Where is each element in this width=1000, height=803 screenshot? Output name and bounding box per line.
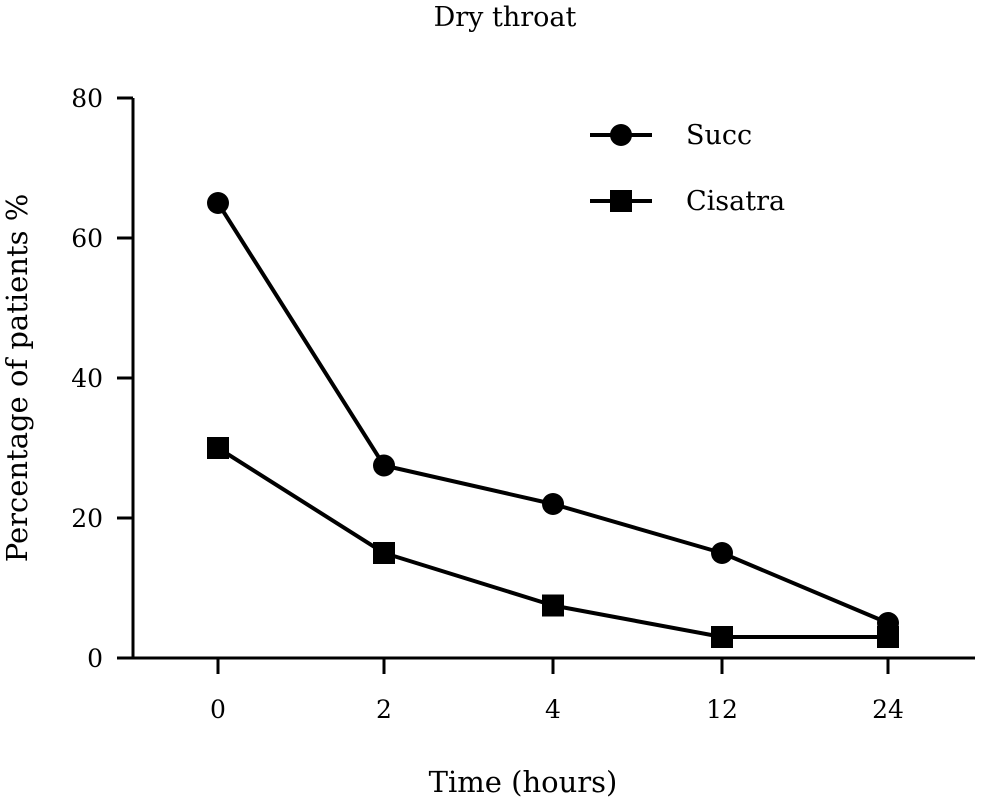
y-tick-label: 20 <box>71 504 103 533</box>
legend-label: Cisatra <box>686 186 785 217</box>
data-point-succ <box>542 493 564 515</box>
y-tick-label: 60 <box>71 224 103 253</box>
data-point-cisatra <box>711 626 733 648</box>
legend-item-succ: Succ <box>590 120 752 151</box>
series-succ <box>207 192 899 634</box>
x-tick-label: 0 <box>210 695 226 724</box>
data-point-succ <box>373 454 395 477</box>
y-tick-label: 40 <box>71 364 103 393</box>
chart-title: Dry throat <box>434 2 577 33</box>
x-tick-label: 4 <box>545 695 561 724</box>
data-point-cisatra <box>542 594 564 617</box>
y-axis-ticks: 0 20 40 60 80 <box>71 84 133 673</box>
legend-item-cisatra: Cisatra <box>590 186 785 217</box>
series-layer <box>207 192 899 648</box>
x-tick-label: 2 <box>376 695 392 724</box>
data-point-cisatra <box>373 542 395 564</box>
legend-label: Succ <box>686 120 752 151</box>
legend-marker-square <box>610 190 632 212</box>
y-tick-label: 0 <box>87 644 103 673</box>
series-line-succ <box>216 201 889 625</box>
x-tick-label: 12 <box>706 695 738 724</box>
series-cisatra <box>207 437 899 648</box>
data-point-succ <box>711 542 733 564</box>
x-tick-label: 24 <box>872 695 904 724</box>
legend-marker-circle <box>610 124 632 146</box>
data-point-cisatra <box>877 626 899 648</box>
data-point-cisatra <box>207 437 229 459</box>
y-axis-label: Percentage of patients % <box>0 194 34 563</box>
y-tick-label: 80 <box>71 84 103 113</box>
legend: Succ Cisatra <box>590 120 785 217</box>
x-axis-label: Time (hours) <box>429 765 618 799</box>
data-point-succ <box>207 192 229 214</box>
x-axis-ticks: 0 2 4 12 24 <box>210 658 904 724</box>
